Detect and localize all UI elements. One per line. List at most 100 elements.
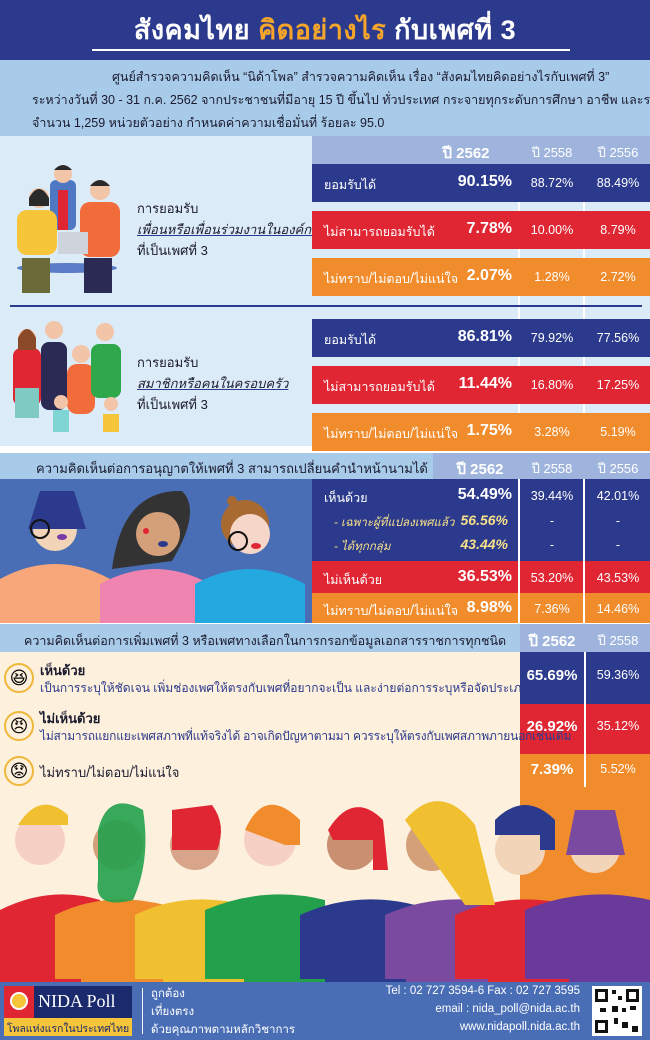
value-2558: 53.20% — [530, 571, 574, 585]
value-2558: 59.36% — [596, 668, 640, 682]
year-header-band — [433, 453, 650, 479]
sad-emoji-icon: 😟 — [4, 756, 34, 786]
column-divider — [584, 652, 586, 787]
value-2562: 86.81% — [457, 328, 512, 345]
table-row — [312, 593, 650, 623]
row-label: ไม่สามารถยอมรับได้ — [324, 225, 435, 239]
year-header-band — [520, 624, 650, 652]
row-label-sub: - เฉพาะผู้ที่แปลงเพศแล้ว — [334, 517, 455, 529]
laughing-emoji-icon: 😆 — [4, 663, 34, 693]
slogan-line: ถูกต้อง — [151, 988, 185, 1000]
footer-divider — [142, 988, 143, 1034]
value-2562: 54.49% — [457, 486, 512, 503]
name-title-section-header: ความคิดเห็นต่อการอนุญาตให้เพศที่ 3 สามาร… — [0, 453, 650, 479]
column-divider — [583, 164, 585, 454]
title-accent: คิดอย่างไร — [258, 15, 387, 45]
title-part2: กับเพศที่ 3 — [394, 15, 517, 45]
value-2558: 39.44% — [530, 489, 574, 503]
option-description: ไม่สามารถแยกแยะเพศสภาพที่แท้จริงได้ อาจเ… — [40, 729, 572, 743]
value-2558: - — [549, 514, 555, 528]
family-illustration — [13, 321, 121, 432]
value-2558: 16.80% — [530, 378, 574, 392]
footer: NIDA Poll โพลแห่งแรกในประเทศไทย ถูกต้อง … — [0, 982, 650, 1040]
value-2558: 10.00% — [530, 223, 574, 237]
value-2562: 56.56% — [460, 512, 508, 528]
angry-emoji-icon: 😠 — [4, 711, 34, 741]
topic-line: ที่เป็นเพศที่ 3 — [137, 397, 208, 412]
title-underline — [92, 49, 570, 51]
value-2558: 1.28% — [534, 270, 570, 284]
value-2562: 11.44% — [458, 375, 512, 392]
slogan-line: ด้วยคุณภาพตามหลักวิชาการ — [151, 1024, 296, 1036]
value-2556: - — [615, 538, 621, 552]
year-2558: ปี 2558 — [531, 461, 573, 476]
topic-emphasis: เพื่อนหรือเพื่อนร่วมงานในองค์กร — [137, 222, 319, 237]
value-2556: 88.49% — [596, 176, 640, 190]
topic-line: การยอมรับ — [137, 201, 199, 216]
option-description: เป็นการระบุให้ชัดเจน เพิ่มช่องเพศให้ตรงก… — [40, 681, 530, 695]
intro-line-1: ศูนย์สำรวจความคิดเห็น “นิด้าโพล” สำรวจคว… — [112, 70, 610, 84]
table-row — [312, 561, 650, 593]
value-2556: 42.01% — [596, 489, 640, 503]
value-2562: 2.07% — [466, 267, 512, 284]
year-2556: ปี 2556 — [597, 145, 639, 160]
value-2562: 90.15% — [457, 173, 512, 190]
value-2558: 7.36% — [534, 602, 570, 616]
value-2562: 65.69% — [526, 667, 578, 684]
year-2556: ปี 2556 — [597, 461, 639, 476]
table-row: ไม่ทราบ/ไม่ตอบ/ไม่แน่ใจ 1.75% 3.28% 5.19… — [312, 413, 650, 451]
row-label: ยอมรับได้ — [324, 178, 377, 192]
value-2558: 3.28% — [534, 425, 570, 439]
section-title: ความคิดเห็นต่อการอนุญาตให้เพศที่ 3 สามาร… — [36, 461, 428, 476]
nida-poll-logo: NIDA Poll โพลแห่งแรกในประเทศไทย — [4, 986, 132, 1036]
section-title: ความคิดเห็นต่อการเพิ่มเพศที่ 3 หรือเพศทา… — [24, 634, 507, 648]
intro-panel: ศูนย์สำรวจความคิดเห็น “นิด้าโพล” สำรวจคว… — [0, 60, 650, 136]
table-row: ยอมรับได้ 86.81% 79.92% 77.56% — [312, 319, 650, 357]
option-label: ไม่เห็นด้วย — [40, 711, 101, 726]
value-2556: 2.72% — [600, 270, 636, 284]
value-2562: 7.78% — [466, 220, 512, 237]
table-row: ไม่สามารถยอมรับได้ 11.44% 16.80% 17.25% — [312, 366, 650, 404]
agree-block — [312, 479, 650, 561]
year-2562: ปี 2562 — [528, 633, 576, 650]
topic-emphasis: สมาชิกหรือคนในครอบครัว — [137, 376, 289, 391]
slogan-line: เที่ยงตรง — [151, 1006, 195, 1018]
year-2562: ปี 2562 — [456, 461, 504, 478]
contact-website[interactable]: www.nidapoll.nida.ac.th — [459, 1021, 580, 1033]
intro-line-2: ระหว่างวันที่ 30 - 31 ก.ค. 2562 จากประชา… — [32, 93, 650, 107]
value-2562: 36.53% — [457, 568, 512, 585]
value-2556: 43.53% — [596, 571, 640, 585]
value-2556: 14.46% — [596, 602, 640, 616]
year-2562: ปี 2562 — [442, 145, 490, 162]
column-divider — [583, 479, 585, 624]
intro-line-3: จำนวน 1,259 หน่วยตัวอย่าง กำหนดค่าความเช… — [32, 116, 385, 130]
year-2558: ปี 2558 — [531, 145, 573, 160]
topic-family: การยอมรับ สมาชิกหรือคนในครอบครัว ที่เป็น… — [137, 352, 288, 415]
column-divider — [518, 479, 520, 624]
table-row: ยอมรับได้ 90.15% 88.72% 88.49% — [312, 164, 650, 202]
value-2558: 79.92% — [530, 331, 574, 345]
logo-subtitle: โพลแห่งแรกในประเทศไทย — [4, 1018, 132, 1036]
value-2562: 26.92% — [526, 718, 578, 735]
row-label: ไม่ทราบ/ไม่ตอบ/ไม่แน่ใจ — [324, 604, 459, 618]
value-2556: 77.56% — [596, 331, 640, 345]
year-2558: ปี 2558 — [597, 633, 639, 648]
value-2556: 17.25% — [596, 378, 640, 392]
value-2556: 8.79% — [600, 223, 636, 237]
qr-code-icon[interactable] — [592, 986, 642, 1036]
column-divider — [518, 164, 520, 454]
topic-line: ที่เป็นเพศที่ 3 — [137, 243, 208, 258]
row-label: ไม่ทราบ/ไม่ตอบ/ไม่แน่ใจ — [324, 427, 459, 441]
value-2558: 5.52% — [600, 762, 636, 776]
document-gender-section-header: ความคิดเห็นต่อการเพิ่มเพศที่ 3 หรือเพศทา… — [0, 624, 650, 652]
row-label: ยอมรับได้ — [324, 333, 377, 347]
row-label: ไม่สามารถยอมรับได้ — [324, 380, 435, 394]
row-label: ไม่เห็นด้วย — [324, 573, 383, 587]
value-2558: 88.72% — [530, 176, 574, 190]
emblem-icon — [10, 992, 28, 1010]
option-label: เห็นด้วย — [40, 663, 86, 678]
table-row: ไม่สามารถยอมรับได้ 7.78% 10.00% 8.79% — [312, 211, 650, 249]
option-label: ไม่ทราบ/ไม่ตอบ/ไม่แน่ใจ — [40, 765, 180, 780]
year-header-band — [312, 136, 650, 164]
women-illustration — [0, 490, 305, 623]
